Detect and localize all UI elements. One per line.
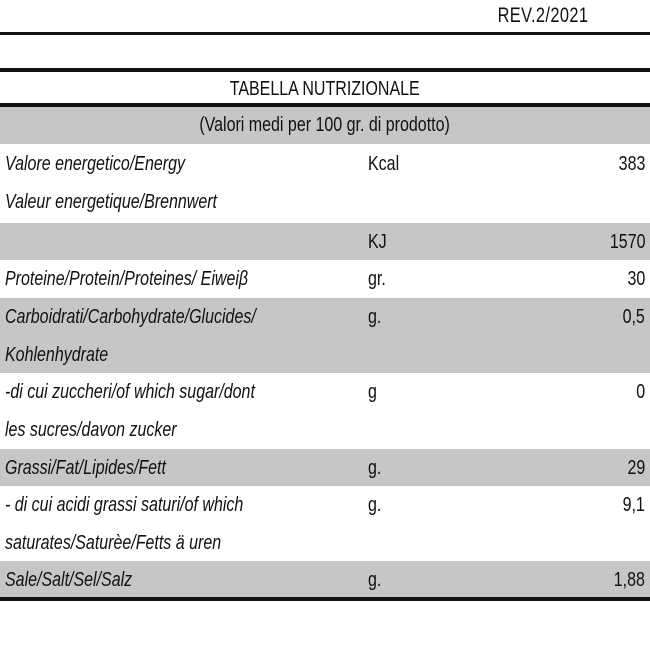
nutrient-value: 1570 [609, 231, 645, 253]
nutrient-unit: gr. [368, 268, 386, 290]
nutrient-value: 1,88 [613, 569, 645, 591]
nutrient-value: 9,1 [622, 494, 645, 516]
nutrient-label: Kohlenhydrate [5, 344, 109, 366]
table-bottom-border [0, 597, 650, 601]
revision-label: REV.2/2021 [497, 4, 588, 27]
nutrient-value: 0,5 [622, 306, 645, 328]
table-row: Sale/Salt/Sel/Salz g. 1,88 [0, 561, 650, 598]
table-title-text: TABELLA NUTRIZIONALE [229, 78, 420, 100]
nutrient-value: 29 [627, 457, 645, 479]
table-top-border [0, 68, 650, 72]
table-row: KJ 1570 [0, 223, 650, 260]
nutrient-label: - di cui acidi grassi saturi/of which [5, 494, 244, 516]
divider [0, 32, 650, 35]
nutrient-unit: g [368, 381, 377, 403]
nutrient-label: les sucres/davon zucker [5, 419, 177, 441]
nutrient-label: -di cui zuccheri/of which sugar/dont [5, 381, 255, 403]
table-row: Proteine/Protein/Proteines/ Eiweiβ gr. 30 [0, 260, 650, 298]
nutrient-unit: Kcal [368, 153, 400, 175]
nutrient-label: Carboidrati/Carbohydrate/Glucides/ [5, 306, 256, 328]
nutrient-value: 0 [636, 381, 645, 403]
nutrient-label: Grassi/Fat/Lipides/Fett [5, 457, 166, 479]
nutrient-label: Valeur energetique/Brennwert [5, 191, 217, 213]
nutrient-label: Sale/Salt/Sel/Salz [5, 569, 133, 591]
table-title: TABELLA NUTRIZIONALE [0, 72, 650, 104]
table-row: -di cui zuccheri/of which sugar/dont les… [0, 373, 650, 449]
nutrient-unit: KJ [368, 231, 387, 253]
nutrient-unit: g. [368, 306, 382, 328]
table-row: Carboidrati/Carbohydrate/Glucides/Kohlen… [0, 298, 650, 373]
table-row: - di cui acidi grassi saturi/of which sat… [0, 486, 650, 561]
nutrient-value: 383 [618, 153, 645, 175]
table-subtitle: (Valori medi per 100 gr. di prodotto) [0, 107, 650, 144]
table-row: Grassi/Fat/Lipides/Fett g. 29 [0, 449, 650, 486]
table-subtitle-text: (Valori medi per 100 gr. di prodotto) [199, 114, 451, 136]
nutrient-unit: g. [368, 457, 382, 479]
table-row: Valore energetico/Energy Valeur energetiq… [0, 145, 650, 223]
nutrient-label: Valore energetico/Energy [5, 153, 185, 175]
nutrient-label: saturates/Saturèe/Fetts ä uren [5, 532, 222, 554]
nutrient-label: Proteine/Protein/Proteines/ Eiweiβ [5, 268, 249, 290]
nutrient-unit: g. [368, 569, 382, 591]
nutrient-unit: g. [368, 494, 382, 516]
nutrient-value: 30 [627, 268, 645, 290]
title-border [0, 103, 650, 107]
